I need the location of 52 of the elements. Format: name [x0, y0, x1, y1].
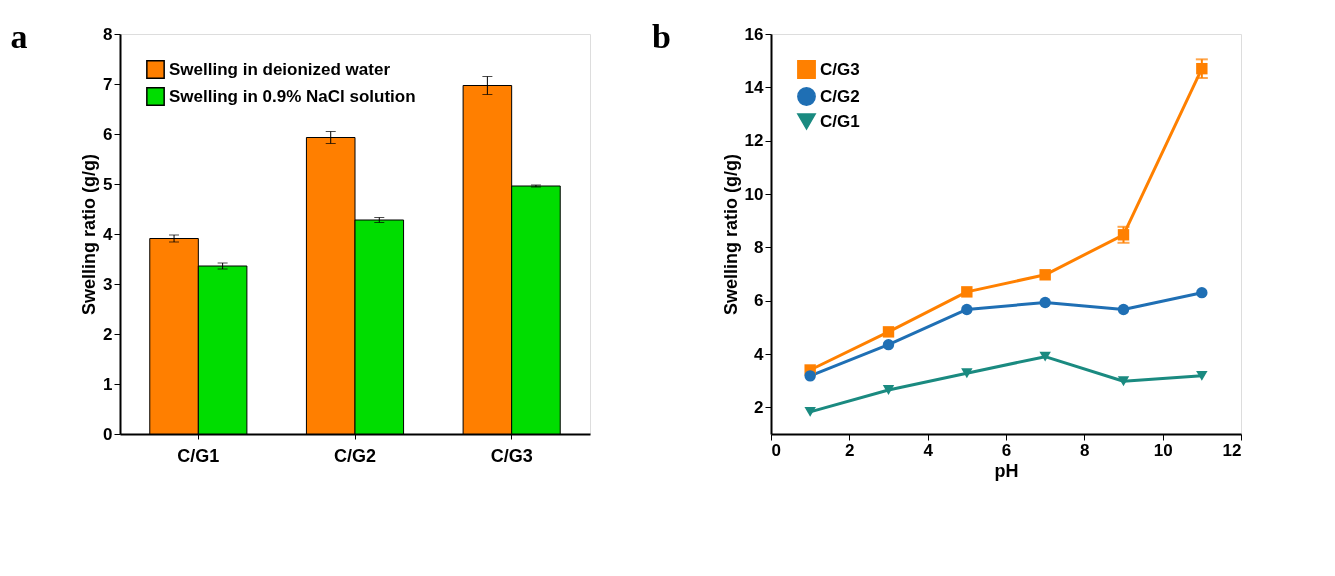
- y-tick-label: 10: [744, 184, 764, 204]
- point: [1039, 269, 1051, 281]
- x-axis-title: pH: [994, 460, 1019, 481]
- x-tick-label: 4: [923, 440, 934, 460]
- point: [882, 326, 895, 338]
- point: [961, 303, 973, 316]
- y-tick-label: 16: [744, 24, 764, 44]
- y-tick-label: 6: [754, 291, 764, 311]
- point: [961, 368, 973, 379]
- point: [1039, 351, 1051, 362]
- point: [1117, 376, 1130, 387]
- x-tick-label: 0: [771, 440, 781, 460]
- y-tick-label: 2: [754, 397, 764, 417]
- y-axis-title: Swelling ratio (g/g): [720, 154, 741, 315]
- y-tick-label: 8: [754, 237, 764, 257]
- legend-label: Swelling in deionized water: [169, 59, 391, 79]
- y-tick-label: 4: [103, 224, 114, 244]
- legend-label: Swelling in 0.9% NaCl solution: [169, 86, 416, 106]
- point: [961, 286, 973, 298]
- y-tick-label: 5: [103, 174, 113, 194]
- x-tick-label: 12: [1222, 440, 1242, 460]
- point: [804, 370, 816, 382]
- point: [1039, 296, 1051, 309]
- point: [1196, 286, 1208, 299]
- y-tick-label: 8: [103, 24, 113, 44]
- x-tick-label: 6: [1001, 440, 1012, 460]
- y-tick-label: 7: [103, 74, 113, 94]
- legend-label: C/G1: [820, 111, 860, 131]
- point: [804, 406, 816, 417]
- x-tick-label: C/G2: [333, 445, 377, 466]
- point: [1196, 370, 1208, 381]
- y-tick-label: 6: [103, 124, 113, 144]
- x-tick-label: C/G1: [177, 445, 220, 466]
- y-tick-label: 3: [103, 274, 113, 294]
- chart-title: a: [10, 18, 28, 55]
- x-tick-label: 8: [1080, 440, 1090, 460]
- chart-title: b: [652, 18, 672, 55]
- y-tick-label: 1: [103, 374, 113, 394]
- y-axis-title: Swelling ratio (g/g): [79, 154, 100, 315]
- y-tick-label: 2: [103, 324, 113, 344]
- x-tick-label: 10: [1153, 440, 1173, 460]
- legend-label: C/G3: [820, 59, 860, 79]
- point: [882, 385, 895, 395]
- legend-label: C/G2: [820, 86, 860, 106]
- x-tick-label: 2: [845, 440, 855, 460]
- y-tick-label: 4: [754, 344, 765, 364]
- point: [882, 338, 895, 351]
- y-tick-label: 0: [103, 424, 113, 444]
- y-tick-label: 14: [744, 77, 765, 97]
- point: [1117, 303, 1130, 316]
- x-tick-label: C/G3: [490, 445, 533, 466]
- y-tick-label: 12: [744, 131, 764, 151]
